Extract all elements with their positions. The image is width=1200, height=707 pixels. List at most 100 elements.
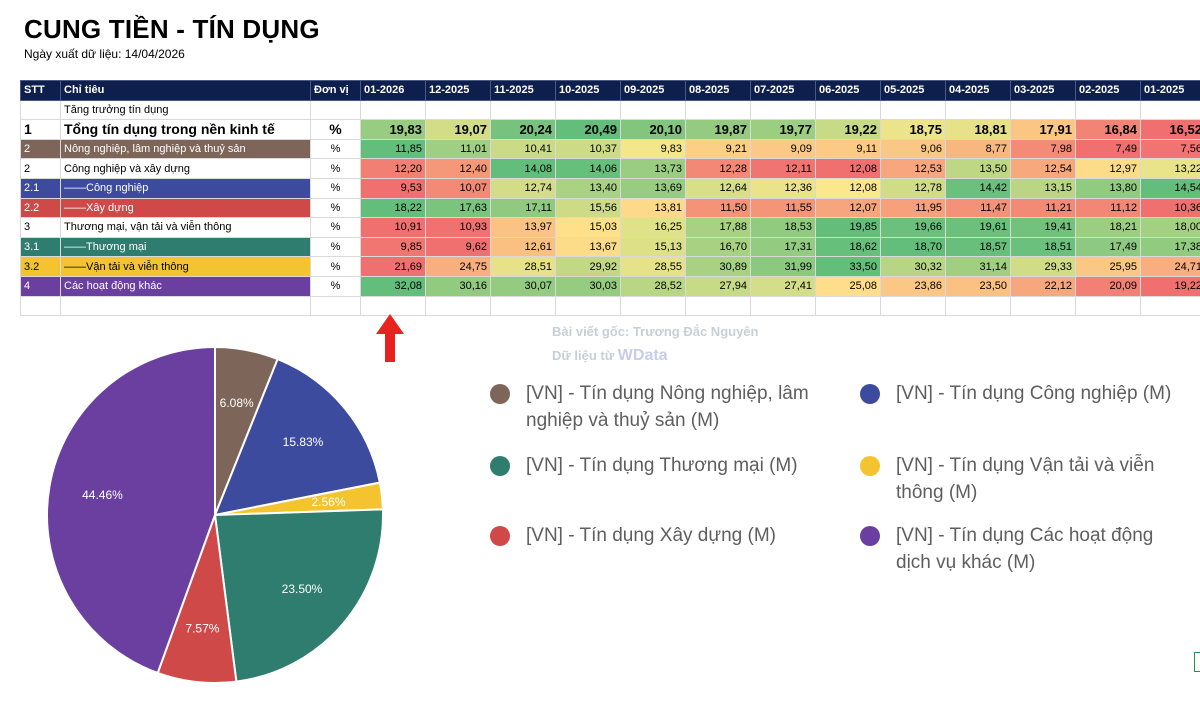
value-cell: 10,93 (425, 217, 491, 238)
value-cell: 11,01 (425, 138, 491, 160)
value-cell: 12,74 (490, 177, 556, 199)
value-cell: 10,91 (360, 217, 426, 238)
month-header: 12-2025 (425, 80, 491, 101)
value-cell: 18,75 (880, 119, 946, 140)
value-cell: 12,20 (360, 158, 426, 179)
legend-item: [VN] - Tín dụng Thương mại (M) (490, 452, 820, 479)
value-cell: 9,09 (750, 138, 816, 160)
value-cell: 12,07 (815, 197, 881, 219)
table-row: 3.1 ——Thương mại% 9,85 9,62 12,61 13,67 15,13 1… (20, 236, 1200, 258)
value-cell: 7,98 (1010, 138, 1076, 160)
value-cell: 20,09 (1075, 275, 1141, 297)
month-header: 01-2025 (1140, 80, 1200, 101)
value-cell: 31,14 (945, 256, 1011, 277)
value-cell: 11,50 (685, 197, 751, 219)
value-cell: 11,85 (360, 138, 426, 160)
row-indicator: ——Vận tải và viễn thông (60, 256, 311, 277)
row-indicator: ——Công nghiệp (60, 177, 311, 199)
red-up-arrow-icon (376, 314, 404, 362)
month-header: 08-2025 (685, 80, 751, 101)
value-cell: 19,22 (815, 119, 881, 140)
value-cell: 12,11 (750, 158, 816, 179)
value-cell: 11,21 (1010, 197, 1076, 219)
value-cell: 18,57 (945, 236, 1011, 258)
corner-mark (1194, 652, 1200, 672)
row-unit: % (310, 177, 361, 199)
value-cell: 9,53 (360, 177, 426, 199)
value-cell: 10,41 (490, 138, 556, 160)
value-cell: 24,71 (1140, 256, 1200, 277)
legend-item: [VN] - Tín dụng Vận tải và viễn thông (M… (860, 452, 1190, 506)
value-cell: 12,78 (880, 177, 946, 199)
table-row: 2 Công nghiệp và xây dựng% 12,20 12,40 14,08… (20, 158, 1200, 179)
month-header: 04-2025 (945, 80, 1011, 101)
value-cell: 11,12 (1075, 197, 1141, 219)
value-cell: 14,08 (490, 158, 556, 179)
legend-item: [VN] - Tín dụng Công nghiệp (M) (860, 380, 1190, 407)
value-cell: 12,53 (880, 158, 946, 179)
pie-slice (213, 508, 384, 683)
value-cell: 13,81 (620, 197, 686, 219)
row-unit: % (310, 138, 361, 160)
row-unit (310, 295, 361, 317)
value-cell: 27,41 (750, 275, 816, 297)
value-cell: 10,37 (555, 138, 621, 160)
pie-value-label: 6.08% (220, 396, 254, 410)
value-cell (815, 99, 881, 121)
value-cell: 19,85 (815, 217, 881, 238)
legend-label: [VN] - Tín dụng Nông nghiệp, lâm nghiệp … (526, 383, 809, 431)
value-cell: 13,69 (620, 177, 686, 199)
value-cell: 13,73 (620, 158, 686, 179)
row-stt: 2.1 (20, 177, 61, 199)
value-cell: 20,49 (555, 119, 621, 140)
month-header: 02-2025 (1075, 80, 1141, 101)
value-cell (945, 295, 1011, 317)
value-cell: 12,54 (1010, 158, 1076, 179)
value-cell (425, 99, 491, 121)
pie-slice (213, 357, 382, 517)
value-cell: 17,38 (1140, 236, 1200, 258)
value-cell: 28,51 (490, 256, 556, 277)
legend-label: [VN] - Tín dụng Xây dựng (M) (526, 525, 776, 546)
value-cell: 12,40 (425, 158, 491, 179)
row-stt: 2 (20, 138, 61, 160)
value-cell (1010, 295, 1076, 317)
month-header: 07-2025 (750, 80, 816, 101)
value-cell (1075, 99, 1141, 121)
row-indicator: Thương mại, vận tải và viễn thông (60, 217, 311, 238)
legend-dot-icon (490, 526, 510, 546)
value-cell: 21,69 (360, 256, 426, 277)
header-cell: Chỉ tiêu (60, 80, 311, 101)
value-cell: 17,11 (490, 197, 556, 219)
row-stt: 3.2 (20, 256, 61, 277)
value-cell: 14,42 (945, 177, 1011, 199)
row-unit: % (310, 197, 361, 219)
row-indicator: Tăng trưởng tín dụng (60, 99, 311, 121)
table-row (20, 295, 1200, 317)
value-cell: 28,55 (620, 256, 686, 277)
value-cell: 30,89 (685, 256, 751, 277)
table-row: 1 Tổng tín dụng trong nền kinh tế% 19,83 19… (20, 119, 1200, 140)
value-cell (815, 295, 881, 317)
row-stt: 2 (20, 158, 61, 179)
value-cell: 29,33 (1010, 256, 1076, 277)
row-indicator: Tổng tín dụng trong nền kinh tế (60, 119, 311, 140)
row-stt: 3.1 (20, 236, 61, 258)
value-cell: 33,50 (815, 256, 881, 277)
table-header-row: STT Chỉ tiêu Đơn vị 01-2026 12-2025 11-2025 10… (20, 80, 1200, 101)
legend-label: [VN] - Tín dụng Vận tải và viễn thông (M… (896, 455, 1155, 503)
value-cell: 11,95 (880, 197, 946, 219)
value-cell: 11,47 (945, 197, 1011, 219)
value-cell: 16,70 (685, 236, 751, 258)
value-cell: 14,54 (1140, 177, 1200, 199)
value-cell: 9,21 (685, 138, 751, 160)
value-cell: 12,97 (1075, 158, 1141, 179)
legend-dot-icon (490, 384, 510, 404)
value-cell: 19,41 (1010, 217, 1076, 238)
value-cell (555, 295, 621, 317)
value-cell: 12,61 (490, 236, 556, 258)
page-title: CUNG TIỀN - TÍN DỤNG (24, 14, 320, 44)
legend-label: [VN] - Tín dụng Công nghiệp (M) (896, 383, 1172, 404)
month-header: 05-2025 (880, 80, 946, 101)
row-unit: % (310, 217, 361, 238)
